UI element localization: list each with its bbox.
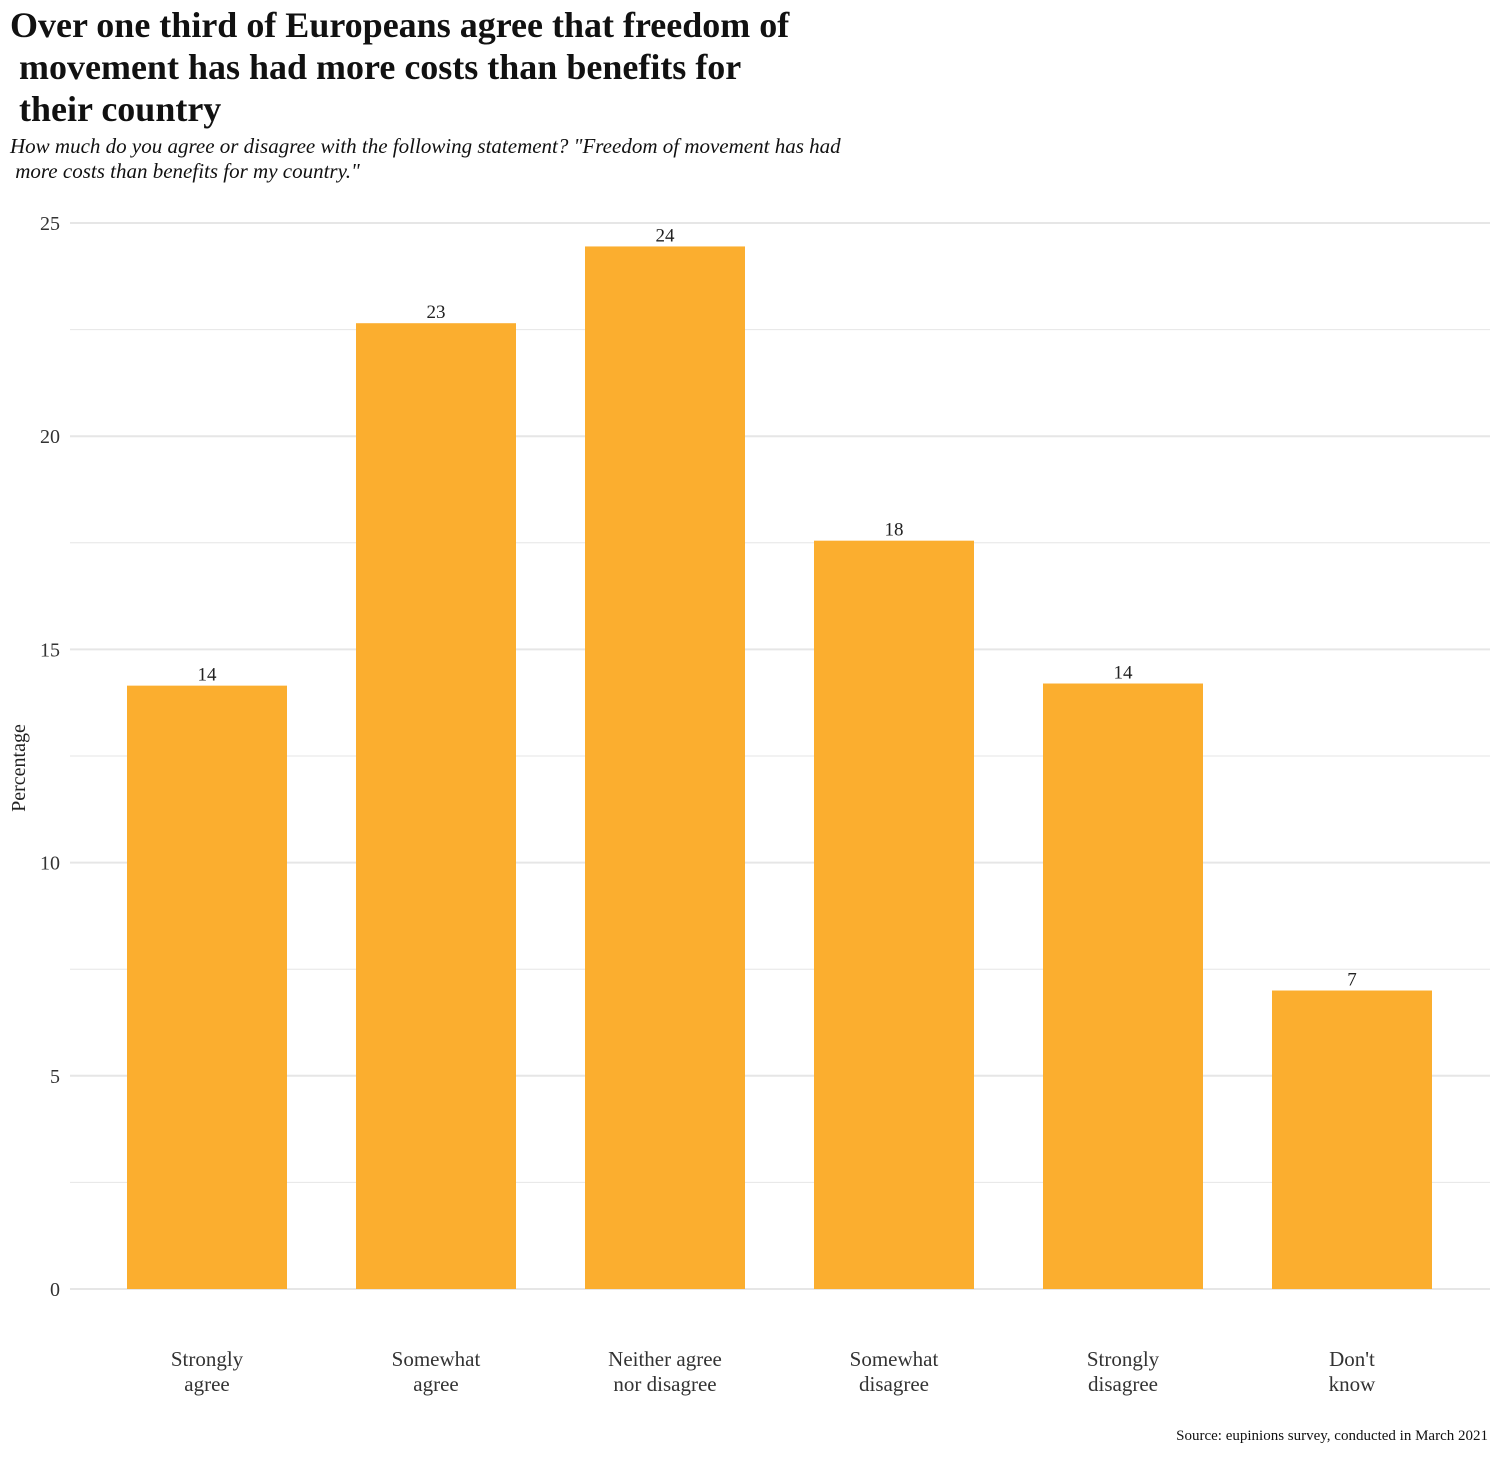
x-category-label: Somewhat disagree [850, 1347, 939, 1396]
bar [814, 540, 974, 1289]
bar-value-label: 24 [656, 225, 676, 246]
bar-value-label: 18 [885, 520, 904, 541]
bar-value-label: 14 [1114, 663, 1134, 684]
x-category-label: Somewhat agree [392, 1347, 481, 1396]
x-category-label: Neither agree nor disagree [608, 1347, 722, 1396]
bar [1272, 990, 1432, 1289]
bar [1043, 683, 1203, 1289]
y-tick-label: 10 [40, 853, 60, 875]
bar [585, 246, 745, 1289]
x-category-label: Strongly agree [171, 1347, 244, 1396]
y-tick-label: 5 [50, 1066, 60, 1088]
bar-value-label: 7 [1347, 970, 1357, 991]
y-tick-label: 15 [40, 639, 60, 661]
chart-subtitle: How much do you agree or disagree with t… [10, 134, 841, 183]
source-caption: Source: eupinions survey, conducted in M… [1176, 1428, 1488, 1444]
bar-value-label: 14 [198, 665, 218, 686]
y-tick-label: 0 [50, 1279, 60, 1301]
y-axis-title: Percentage [8, 724, 30, 812]
x-category-label: Strongly disagree [1087, 1347, 1160, 1396]
data-labels: 14 23 24 18 14 7 [198, 225, 1357, 990]
gridlines [70, 222, 1490, 1290]
bars [127, 246, 1432, 1290]
bar [127, 685, 287, 1289]
bar [356, 323, 516, 1290]
x-axis-categories: Strongly agree Somewhat agree Neither agree n… [171, 1347, 1376, 1396]
y-tick-label: 20 [40, 426, 60, 448]
x-category-label: Don't know [1329, 1347, 1377, 1396]
y-tick-label: 25 [40, 213, 60, 235]
bar-value-label: 23 [427, 302, 446, 323]
y-axis-ticks: 0 5 10 15 20 25 [40, 213, 60, 1301]
chart-title: Over one third of Europeans agree that f… [10, 5, 790, 129]
